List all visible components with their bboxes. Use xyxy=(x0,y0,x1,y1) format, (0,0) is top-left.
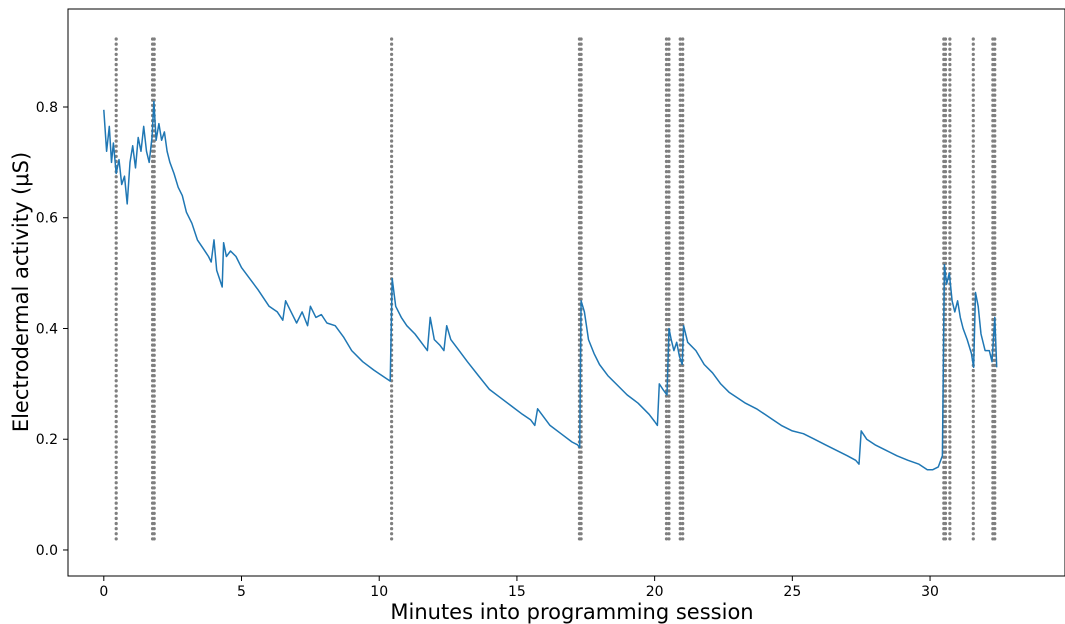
y-axis-title: Electrodermal activity (μS) xyxy=(9,152,33,432)
x-tick-label-1: 5 xyxy=(237,584,246,600)
x-tick-label-5: 25 xyxy=(783,584,801,600)
series-line-0 xyxy=(103,100,998,471)
x-tick-label-0: 0 xyxy=(99,584,108,600)
x-tick-label-3: 15 xyxy=(508,584,526,600)
y-tick-label-1: 0.2 xyxy=(36,432,58,448)
x-tick-label-2: 10 xyxy=(370,584,388,600)
axes: 0 5 10 15 20 25 30 0.0 0.2 0.4 0.6 0.8 xyxy=(36,8,1065,600)
y-tick-label-2: 0.4 xyxy=(36,321,58,337)
x-axis-title: Minutes into programming session xyxy=(390,600,753,624)
x-tick-label-6: 30 xyxy=(921,584,939,600)
x-tick-label-4: 20 xyxy=(646,584,664,600)
event-markers xyxy=(114,33,997,541)
y-tick-label-4: 0.8 xyxy=(36,100,58,116)
plot-frame xyxy=(67,8,1065,577)
y-tick-label-0: 0.0 xyxy=(36,543,58,559)
y-tick-label-3: 0.6 xyxy=(36,211,58,227)
series-layer xyxy=(103,100,998,471)
